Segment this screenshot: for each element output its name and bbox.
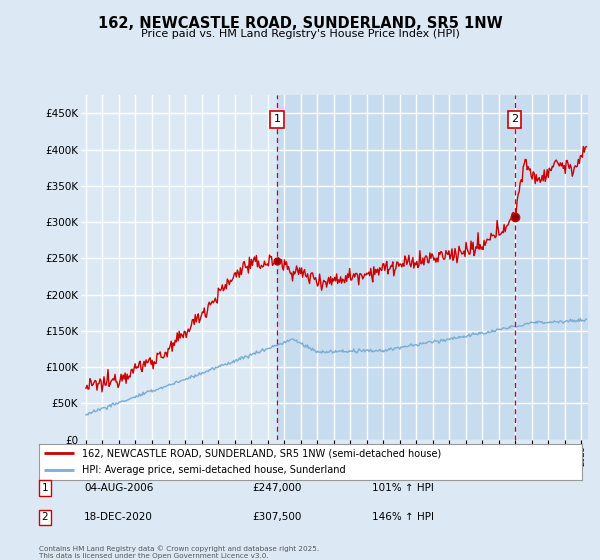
Text: 2: 2 [41, 512, 49, 522]
Text: 101% ↑ HPI: 101% ↑ HPI [372, 483, 434, 493]
Text: 18-DEC-2020: 18-DEC-2020 [84, 512, 153, 522]
Text: 2: 2 [511, 114, 518, 124]
Text: £247,000: £247,000 [252, 483, 301, 493]
Text: 1: 1 [41, 483, 49, 493]
Text: 04-AUG-2006: 04-AUG-2006 [84, 483, 154, 493]
Text: 146% ↑ HPI: 146% ↑ HPI [372, 512, 434, 522]
Text: HPI: Average price, semi-detached house, Sunderland: HPI: Average price, semi-detached house,… [82, 465, 346, 475]
Text: 1: 1 [274, 114, 281, 124]
Text: 162, NEWCASTLE ROAD, SUNDERLAND, SR5 1NW (semi-detached house): 162, NEWCASTLE ROAD, SUNDERLAND, SR5 1NW… [82, 449, 442, 458]
Text: Contains HM Land Registry data © Crown copyright and database right 2025.
This d: Contains HM Land Registry data © Crown c… [39, 545, 319, 559]
Text: Price paid vs. HM Land Registry's House Price Index (HPI): Price paid vs. HM Land Registry's House … [140, 29, 460, 39]
Text: 162, NEWCASTLE ROAD, SUNDERLAND, SR5 1NW: 162, NEWCASTLE ROAD, SUNDERLAND, SR5 1NW [98, 16, 502, 31]
Bar [277, 95, 588, 440]
Text: £307,500: £307,500 [252, 512, 301, 522]
